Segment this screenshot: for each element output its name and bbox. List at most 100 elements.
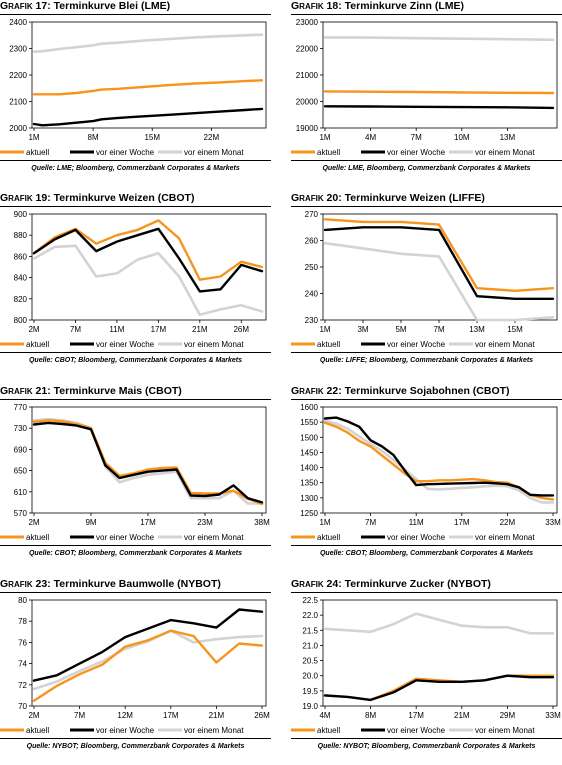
x-tick-label: 9M [85,518,96,527]
x-tick-label: 5M [395,325,406,334]
chart-title: GRAFIK 23: Terminkurve Baumwolle (NYBOT) [0,578,221,590]
title-rule [291,14,562,15]
chart-title-text: 21: Terminkurve Mais (CBOT) [32,385,182,397]
legend-label-woche: vor einer Woche [96,533,155,542]
y-tick-label: 19000 [296,124,319,133]
title-rule [0,14,271,15]
series-line-monat [323,612,555,635]
series-line-aktuell [32,629,264,702]
y-tick-label: 80 [18,596,27,605]
chart-source: Quelle: NYBOT; Bloomberg, Commerzbank Co… [26,743,245,750]
chart-panel-21: GRAFIK 21: Terminkurve Mais (CBOT) 770 730… [0,385,271,570]
x-tick-label: 7M [433,325,444,334]
chart-panel-23: GRAFIK 23: Terminkurve Baumwolle (NYBOT)… [0,578,271,763]
x-tick-label: 21M [209,711,225,720]
y-tick-label: 22000 [296,45,319,54]
plot-frame [322,599,558,707]
x-tick-label: 13M [469,325,485,334]
title-rule [0,206,271,207]
chart-panel-24: GRAFIK 24: Terminkurve Zucker (NYBOT) 22.… [291,578,562,763]
chart-title-prefix-initial: G [291,192,300,204]
title-rule [291,399,562,400]
x-tick-label: 33M [545,518,561,527]
plot-frame [322,406,558,514]
y-tick-label: 20.5 [302,657,318,666]
y-tick-label: 78 [18,617,27,626]
legend-label-woche: vor einer Woche [96,148,155,157]
chart-title-prefix-rest: RAFIK [299,387,324,396]
y-tick-label: 2100 [9,98,27,107]
y-tick-label: 860 [14,252,28,261]
x-tick-label: 22M [500,518,516,527]
legend-label-monat: vor einem Monat [184,148,244,157]
chart-title-text: 19: Terminkurve Weizen (CBOT) [32,192,195,204]
x-tick-label: 21M [454,711,470,720]
chart-title: GRAFIK 19: Terminkurve Weizen (CBOT) [0,192,194,204]
x-tick-label: 1M [28,133,39,142]
legend-label-monat: vor einem Monat [184,533,244,542]
y-tick-label: 2200 [9,71,27,80]
chart-title-prefix-rest: RAFIK [299,2,324,11]
y-tick-label: 21.5 [302,626,318,635]
y-tick-label: 23000 [296,18,319,27]
y-tick-label: 1350 [300,479,318,488]
x-tick-label: 15M [144,133,160,142]
x-tick-label: 4M [319,711,330,720]
x-tick-label: 8M [365,711,376,720]
x-tick-label: 13M [500,133,516,142]
legend-label-aktuell: aktuell [26,533,49,542]
legend-label-woche: vor einer Woche [387,340,446,349]
chart-title-text: 20: Terminkurve Weizen (LIFFE) [323,192,485,204]
chart-title-prefix-initial: G [0,0,9,12]
legend-label-monat: vor einem Monat [475,533,535,542]
chart-source: Quelle: LIFFE; Bloomberg, Commerzbank Co… [319,357,534,364]
y-tick-label: 2300 [9,45,27,54]
chart-panel-22: GRAFIK 22: Terminkurve Sojabohnen (CBOT)… [291,385,562,570]
x-tick-label: 15M [507,325,523,334]
series-line-aktuell [323,218,555,293]
x-tick-label: 1M [319,325,330,334]
y-tick-label: 21000 [296,71,319,80]
legend-label-aktuell: aktuell [317,340,340,349]
legend-label-aktuell: aktuell [317,533,340,542]
chart-title-prefix-rest: RAFIK [299,194,324,203]
chart-title-prefix-rest: RAFIK [299,580,324,589]
series-line-aktuell [323,90,555,95]
chart-plot: 22.5 22.0 21.5 21.0 20.5 20.0 19.5 19.04M 8M 17M 2… [291,596,561,735]
legend-label-aktuell: aktuell [26,148,49,157]
chart-panel-20: GRAFIK 20: Terminkurve Weizen (LIFFE) 270… [291,192,562,377]
chart-title: GRAFIK 18: Terminkurve Zinn (LME) [291,0,464,12]
x-tick-label: 22M [204,133,220,142]
x-tick-label: 33M [545,711,561,720]
series-line-monat [323,36,555,42]
chart-title-text: 23: Terminkurve Baumwolle (NYBOT) [32,578,221,590]
series-line-woche [32,227,264,293]
chart-title-prefix-initial: G [291,578,300,590]
series-line-monat [323,419,555,504]
chart-title-prefix-rest: RAFIK [8,194,33,203]
title-rule [0,592,271,593]
x-tick-label: 1M [319,133,330,142]
title-rule [291,592,562,593]
legend-label-aktuell: aktuell [317,726,340,735]
legend-label-monat: vor einem Monat [475,148,535,157]
legend-label-woche: vor einer Woche [387,726,446,735]
x-tick-label: 26M [254,711,270,720]
legend-label-woche: vor einer Woche [387,148,446,157]
series-line-woche [323,674,555,702]
y-tick-label: 21.0 [302,641,318,650]
chart-title-text: 22: Terminkurve Sojabohnen (CBOT) [323,385,510,397]
chart-source: Quelle: LME, Bloomberg, Commerzbank Corp… [322,165,531,172]
series-line-aktuell [32,79,264,96]
source-rule [291,545,562,546]
source-rule [0,545,271,546]
x-tick-label: 2M [28,325,39,334]
y-tick-label: 730 [14,424,28,433]
title-rule [291,206,562,207]
legend-label-woche: vor einer Woche [96,340,155,349]
y-tick-label: 270 [305,210,319,219]
y-tick-label: 1500 [300,433,318,442]
y-tick-label: 2000 [9,124,27,133]
